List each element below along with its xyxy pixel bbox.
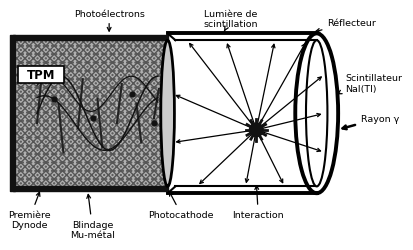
Text: Blindage
Mu-métal: Blindage Mu-métal <box>70 195 115 239</box>
Text: Interaction: Interaction <box>233 186 284 219</box>
Bar <box>168 34 317 194</box>
Circle shape <box>249 124 263 137</box>
Bar <box>13 41 168 187</box>
Text: Photoélectrons: Photoélectrons <box>74 10 145 32</box>
Bar <box>17 66 64 84</box>
Ellipse shape <box>295 34 338 194</box>
Text: Première
Dynode: Première Dynode <box>8 192 50 229</box>
Text: Rayon γ: Rayon γ <box>342 114 399 130</box>
Ellipse shape <box>161 41 174 187</box>
Ellipse shape <box>306 41 328 187</box>
Bar <box>13 41 168 187</box>
Bar <box>13 41 168 187</box>
Text: Scintillateur
NaI(Tl): Scintillateur NaI(Tl) <box>338 74 402 94</box>
Text: Réflecteur: Réflecteur <box>316 19 376 33</box>
Text: Lumière de
scintillation: Lumière de scintillation <box>204 10 258 32</box>
Text: Photocathode: Photocathode <box>149 192 214 219</box>
Text: TPM: TPM <box>27 68 55 82</box>
